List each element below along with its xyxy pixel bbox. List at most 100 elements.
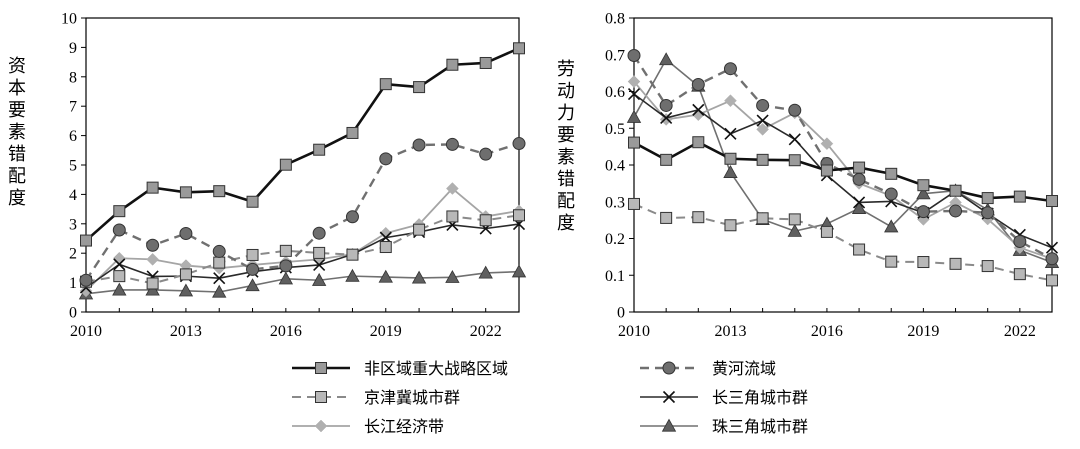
data-point	[756, 153, 769, 166]
data-point	[981, 206, 995, 220]
data-point	[246, 262, 260, 276]
data-point	[411, 270, 427, 284]
legend-marker	[662, 390, 676, 404]
legend-label: 非区域重大战略区域	[364, 359, 508, 378]
data-point	[853, 196, 866, 209]
data-point	[146, 253, 159, 266]
series-1	[627, 48, 1059, 266]
data-point	[885, 255, 898, 268]
data-point	[1046, 274, 1058, 287]
data-point	[513, 42, 525, 55]
y-tick-label: 8	[69, 69, 77, 86]
series-0	[628, 136, 1058, 208]
x-tick-label: 2016	[811, 323, 843, 340]
series-line	[633, 58, 1053, 264]
legend-item: 京津冀城市群	[292, 388, 460, 407]
legend-label: 黄河流域	[712, 359, 776, 378]
data-point	[1045, 241, 1059, 254]
y-tick-label: 10	[61, 11, 77, 28]
data-point	[628, 197, 640, 210]
data-point	[346, 126, 359, 139]
data-point	[692, 103, 705, 116]
data-point	[1045, 252, 1059, 266]
data-point	[345, 210, 359, 224]
data-point	[660, 111, 673, 125]
data-point	[479, 147, 493, 161]
data-point	[787, 223, 802, 237]
legend-item: 长三角城市群	[640, 388, 808, 407]
y-tick-label: 0.5	[605, 121, 625, 138]
data-point	[512, 137, 526, 151]
data-point	[113, 270, 126, 283]
legend-item: 长江经济带	[292, 417, 444, 436]
x-tick-label: 2010	[70, 323, 102, 340]
y-tick-label: 6	[69, 128, 77, 145]
data-point	[245, 278, 260, 292]
x-tick-label: 2013	[714, 323, 746, 340]
y-axis-label: 劳动力要素错配度	[557, 59, 575, 234]
data-point	[820, 164, 833, 177]
data-point	[820, 225, 833, 238]
data-point	[113, 258, 126, 271]
y-tick-label: 0.3	[605, 194, 625, 211]
data-point	[627, 88, 641, 101]
data-point	[691, 78, 705, 92]
data-point	[146, 277, 159, 290]
data-point	[113, 205, 126, 218]
legend-item: 黄河流域	[640, 359, 776, 378]
legend-marker	[315, 391, 327, 403]
data-point	[981, 192, 994, 205]
legend-item: 非区域重大战略区域	[292, 359, 508, 378]
y-axis-label: 资本要素错配度	[8, 56, 26, 209]
data-point	[917, 256, 930, 269]
data-point	[756, 114, 769, 127]
labor-misallocation-chart: 0 0.1 0.2 0.3 0.4 0.5 0.6 0.7 0.8 2010 2013 2016 201…	[557, 11, 1060, 340]
data-point	[756, 98, 770, 112]
data-point	[916, 186, 931, 200]
data-point	[1013, 268, 1026, 281]
data-point	[212, 284, 227, 298]
data-point	[379, 78, 392, 91]
y-tick-label: 0.6	[605, 84, 625, 101]
data-point	[312, 226, 326, 240]
data-point	[788, 154, 801, 167]
data-point	[379, 226, 393, 240]
x-tick-label: 2016	[270, 323, 302, 340]
x-tick-label: 2019	[370, 323, 402, 340]
data-point	[659, 98, 673, 112]
data-point	[1013, 234, 1027, 248]
data-point	[445, 137, 459, 151]
data-point	[724, 127, 737, 140]
data-point	[246, 195, 259, 208]
data-point	[413, 81, 426, 94]
data-point	[628, 136, 640, 149]
data-point	[79, 273, 93, 287]
data-point	[446, 58, 459, 71]
y-tick-label: 4	[69, 187, 77, 204]
data-point	[724, 152, 737, 165]
legend-item: 珠三角城市群	[640, 417, 808, 436]
data-point	[179, 227, 193, 241]
x-tick-label: 2022	[470, 323, 502, 340]
legend-label: 珠三角城市群	[712, 417, 808, 436]
data-point	[660, 153, 673, 166]
data-point	[627, 75, 641, 88]
data-point	[446, 210, 459, 223]
data-point	[178, 283, 194, 297]
data-point	[279, 259, 293, 273]
data-point	[626, 109, 642, 123]
data-point	[279, 244, 292, 257]
data-point	[179, 186, 192, 199]
series-line	[85, 223, 520, 289]
series-line	[85, 270, 520, 295]
data-point	[981, 260, 994, 273]
data-point	[884, 219, 899, 233]
data-point	[146, 238, 160, 252]
legend-marker	[314, 419, 328, 433]
data-point	[346, 248, 359, 261]
data-point	[213, 185, 226, 198]
data-point	[917, 179, 930, 192]
data-point	[412, 138, 426, 152]
